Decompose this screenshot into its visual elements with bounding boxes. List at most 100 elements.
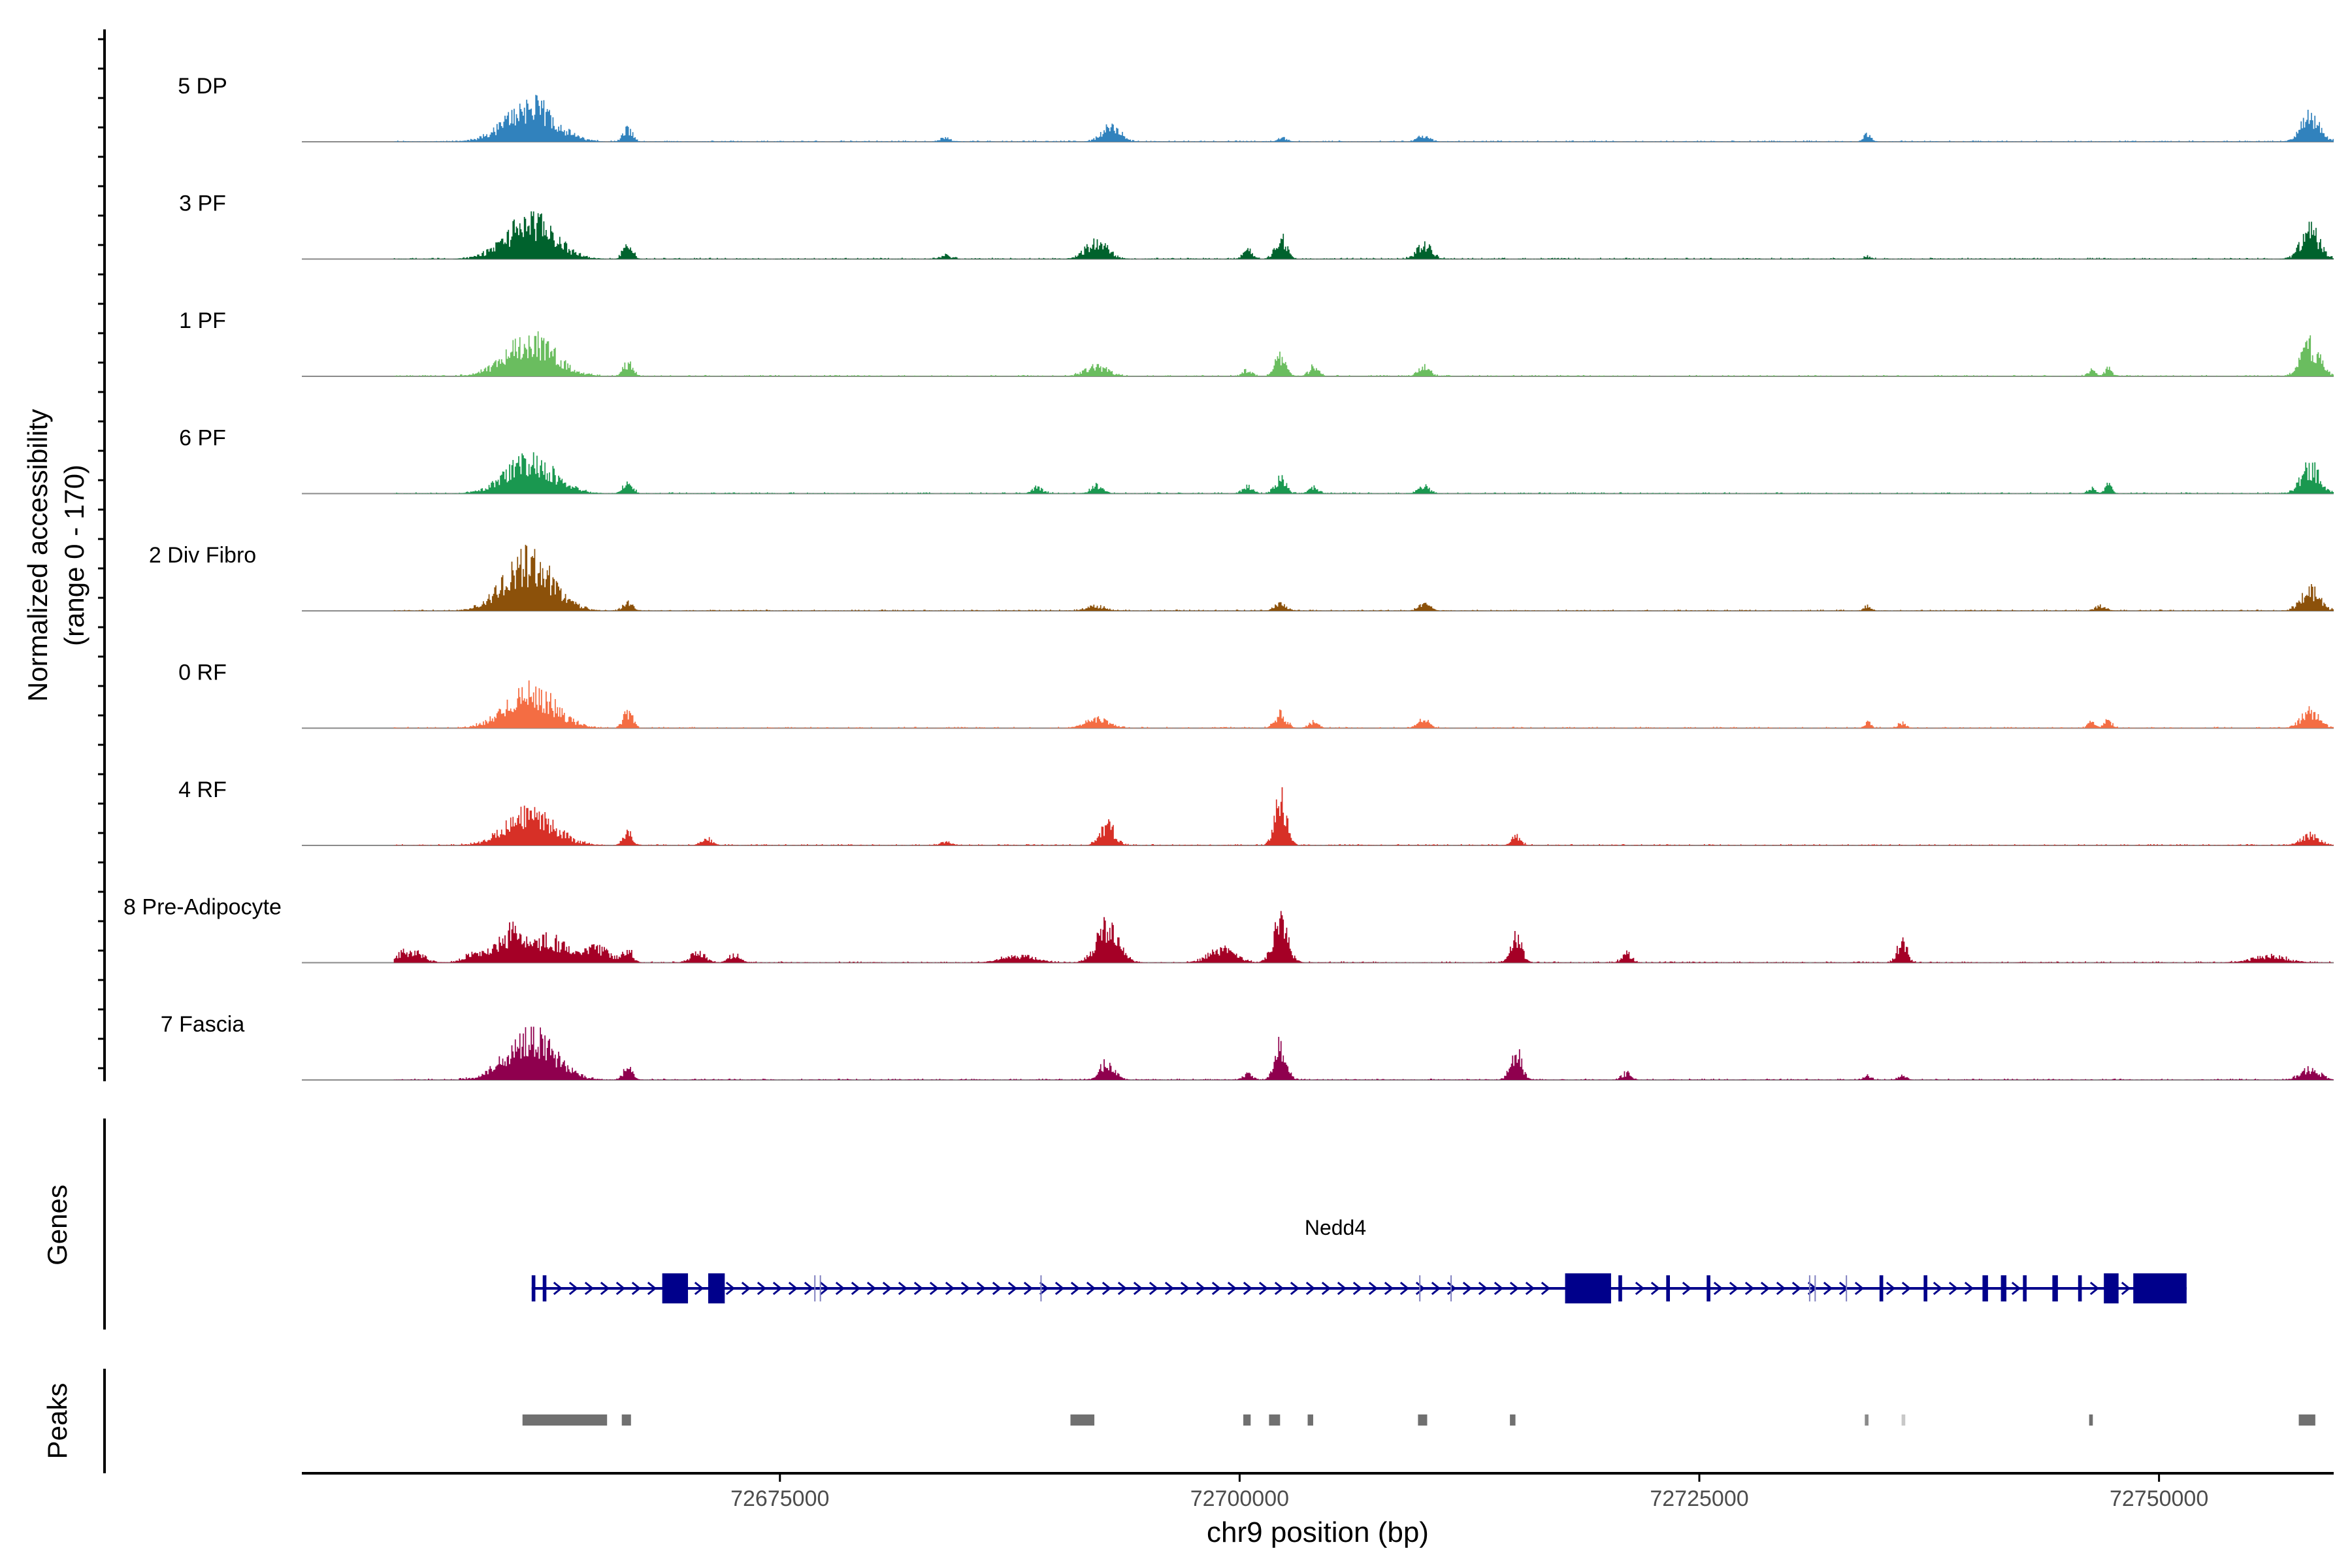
strand-arrow	[929, 1281, 939, 1296]
strand-arrow	[1399, 1281, 1410, 1296]
strand-arrow	[1760, 1281, 1771, 1296]
peaks-panel-label: Peaks	[42, 1383, 73, 1460]
exon	[542, 1275, 547, 1301]
peak-region	[1901, 1414, 1906, 1426]
strand-arrow	[1321, 1281, 1331, 1296]
strand-arrow	[1854, 1281, 1865, 1296]
track-4-rf: 4 RF	[178, 777, 2334, 846]
exon	[1666, 1275, 1670, 1301]
strand-arrow	[1258, 1281, 1269, 1296]
strand-arrow	[1635, 1281, 1645, 1296]
strand-arrow	[1039, 1281, 1049, 1296]
strand-arrow	[1791, 1281, 1802, 1296]
strand-arrow	[1086, 1281, 1096, 1296]
exon	[2023, 1275, 2027, 1301]
exon	[2078, 1275, 2082, 1301]
strand-arrow	[1525, 1281, 1535, 1296]
strand-arrow	[1462, 1281, 1473, 1296]
strand-arrow	[1886, 1281, 1896, 1296]
strand-arrow	[741, 1281, 751, 1296]
x-axis-label: chr9 position (bp)	[1207, 1516, 1429, 1548]
strand-arrow	[1964, 1281, 1974, 1296]
peak-region	[1269, 1414, 1281, 1426]
gene-model	[531, 1273, 2187, 1303]
strand-arrow	[1415, 1281, 1426, 1296]
exon	[2001, 1275, 2007, 1301]
strand-arrow	[725, 1281, 736, 1296]
strand-arrow	[1070, 1281, 1081, 1296]
strand-arrow	[945, 1281, 955, 1296]
peak-region	[1070, 1414, 1095, 1426]
strand-arrow	[1446, 1281, 1457, 1296]
strand-arrow	[1776, 1281, 1786, 1296]
exon	[1565, 1273, 1611, 1303]
strand-arrow	[1901, 1281, 1912, 1296]
x-tick-label: 72700000	[1190, 1486, 1289, 1511]
y-axis	[98, 29, 106, 1081]
strand-arrow	[757, 1281, 767, 1296]
strand-arrow	[1933, 1281, 1943, 1296]
coverage-area	[393, 787, 2334, 845]
strand-arrow	[1196, 1281, 1206, 1296]
x-tick-label: 72675000	[730, 1486, 829, 1511]
peak-region	[1418, 1414, 1428, 1426]
peak-region	[1243, 1414, 1251, 1426]
strand-arrow	[1305, 1281, 1316, 1296]
peak-region	[1307, 1414, 1313, 1426]
accessibility-tracks: 5 DP 3 PF 1 PF 6 PF 2 Div Fibro 0 RF 4 RF 8 Pre…	[123, 74, 2334, 1081]
exon	[662, 1273, 689, 1303]
strand-arrow	[1729, 1281, 1739, 1296]
strand-arrow	[2011, 1281, 2021, 1296]
strand-arrow	[1149, 1281, 1159, 1296]
exon	[2133, 1273, 2187, 1303]
strand-arrow	[1368, 1281, 1379, 1296]
strand-arrow	[1227, 1281, 1237, 1296]
strand-arrow	[913, 1281, 924, 1296]
track-label: 6 PF	[179, 426, 226, 451]
coverage-area	[393, 680, 2334, 728]
strand-arrow	[1494, 1281, 1504, 1296]
track-1-pf: 1 PF	[179, 308, 2334, 377]
exon	[531, 1275, 536, 1301]
track-label: 1 PF	[179, 308, 226, 333]
x-tick-label: 72750000	[2110, 1486, 2208, 1511]
strand-arrow	[835, 1281, 845, 1296]
strand-arrow	[1948, 1281, 1959, 1296]
track-label: 5 DP	[178, 74, 227, 99]
x-axis-ticks: 72675000 72700000 72725000 72750000	[730, 1473, 2208, 1511]
coverage-area	[393, 331, 2334, 376]
track-8-pre-adipocyte: 8 Pre-Adipocyte	[123, 895, 2334, 964]
coverage-area	[393, 544, 2334, 611]
exon	[1707, 1275, 1710, 1301]
strand-arrow	[647, 1281, 657, 1296]
coverage-area	[393, 211, 2334, 259]
track-3-pf: 3 PF	[179, 191, 2334, 260]
strand-arrow	[1682, 1281, 1692, 1296]
strand-arrow	[1243, 1281, 1253, 1296]
strand-arrow	[772, 1281, 783, 1296]
strand-arrow	[898, 1281, 908, 1296]
peak-regions	[522, 1414, 2315, 1426]
strand-arrow	[1102, 1281, 1112, 1296]
track-label: 2 Div Fibro	[149, 543, 256, 568]
strand-arrow	[1054, 1281, 1065, 1296]
track-label: 7 Fascia	[161, 1012, 245, 1037]
strand-arrow	[1337, 1281, 1347, 1296]
strand-arrow	[1180, 1281, 1190, 1296]
y-axis-label: Normalized accessibility	[22, 409, 53, 702]
strand-arrow	[960, 1281, 971, 1296]
strand-arrow	[804, 1281, 814, 1296]
peak-region	[1510, 1414, 1516, 1426]
track-label: 0 RF	[178, 661, 227, 685]
peak-region	[621, 1414, 631, 1426]
track-label: 3 PF	[179, 191, 226, 216]
peak-region	[2089, 1414, 2093, 1426]
strand-arrow	[819, 1281, 830, 1296]
gene-name-label: Nedd4	[1305, 1216, 1366, 1239]
strand-arrow	[1650, 1281, 1661, 1296]
strand-arrow	[1509, 1281, 1520, 1296]
exon	[1618, 1275, 1622, 1301]
coverage-area	[393, 911, 2334, 963]
strand-arrow	[615, 1281, 626, 1296]
